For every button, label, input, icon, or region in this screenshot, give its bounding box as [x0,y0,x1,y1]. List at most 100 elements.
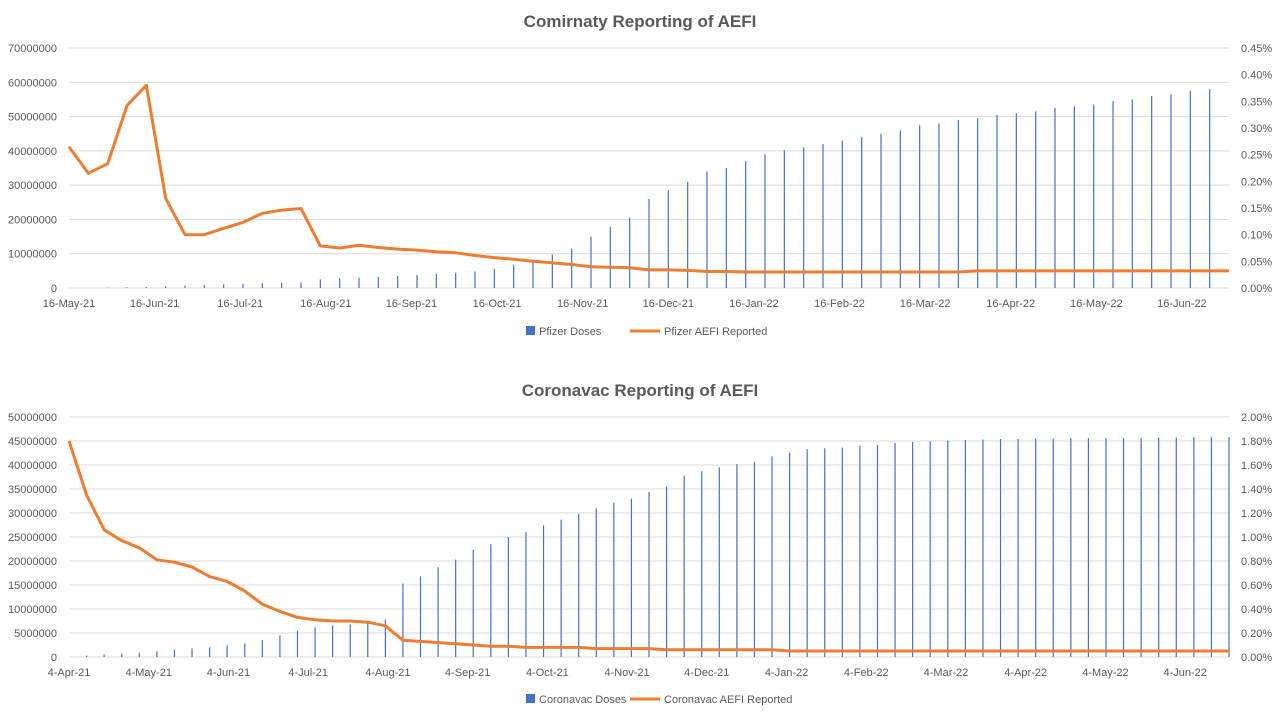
chart-1-dose-bar [474,272,475,288]
chart-2-y-tick-label: 20000000 [8,556,57,568]
chart-2-y2-tick-label: 0.00% [1241,652,1272,664]
chart-2-dose-bar [139,653,140,657]
chart-1-legend-bar-swatch [526,326,535,335]
chart-1-dose-bar [996,115,997,288]
chart-1-dose-bar [900,130,901,288]
chart-1-dose-bar [687,182,688,288]
chart-2-x-tick-label: 4-Jan-22 [765,667,808,679]
chart-2-x-tick-label: 4-Nov-21 [604,667,649,679]
chart-2-x-tick-label: 4-May-22 [1082,667,1128,679]
chart-2-y2-tick-label: 1.80% [1241,436,1272,448]
chart-2-y-tick-label: 40000000 [8,460,57,472]
chart-2-dose-bar [684,476,685,657]
chart-1-dose-bar [378,277,379,288]
chart-2-dose-bar [1070,438,1071,657]
chart-1-y-tick-label: 40000000 [8,146,57,158]
chart-1-x-tick-label: 16-Jan-22 [729,298,779,310]
chart-2-y2-tick-label: 1.00% [1241,532,1272,544]
chart-1-x-tick-label: 16-Feb-22 [814,298,865,310]
chart-2-dose-bar [473,550,474,657]
chart-1-y2-tick-label: 0.35% [1241,96,1272,108]
chart-1-dose-bar [300,283,301,288]
chart-1-dose-bar [165,286,166,288]
chart-1-legend-line-label: Pfizer AEFI Reported [664,326,767,338]
chart-2-dose-bar [490,544,491,657]
chart-2-dose-bar [1123,438,1124,657]
chart-2-dose-bar [596,508,597,657]
chart-1-title: Comirnaty Reporting of AEFI [524,12,757,31]
chart-1-dose-bar [184,286,185,288]
chart-2-dose-bar [736,464,737,657]
chart-2-dose-bar [525,532,526,657]
chart-1-dose-bar [1016,113,1017,288]
chart-2-x-tick-label: 4-Dec-21 [684,667,729,679]
chart-2-dose-bar [1035,439,1036,657]
chart-1-y2-tick-label: 0.05% [1241,256,1272,268]
chart-2-dose-bar [771,456,772,657]
chart-2-y-tick-label: 5000000 [14,628,57,640]
chart-2-x-tick-label: 4-Apr-22 [1004,667,1047,679]
chart-1-dose-bar [648,199,649,288]
chart-1-dose-bar [223,284,224,288]
chart-2-y-tick-label: 25000000 [8,532,57,544]
chart-1-x-tick-label: 16-Dec-21 [643,298,694,310]
chart-1-dose-bar [1035,111,1036,288]
chart-2-dose-bar [86,656,87,657]
chart-1-dose-bar [1093,105,1094,288]
chart-2-dose-bar [121,654,122,657]
chart-1-dose-bar [513,265,514,288]
chart-1-y2-tick-label: 0.40% [1241,70,1272,82]
chart-1-dose-bar [842,141,843,288]
chart-1-legend-bar-label: Pfizer Doses [539,326,602,338]
chart-2-plot: 5000000045000000400000003500000030000000… [8,412,1272,706]
chart-1-dose-bar [397,276,398,288]
chart-1-x-tick-label: 16-Jun-22 [1157,298,1207,310]
chart-2-dose-bar [842,448,843,657]
chart-1-dose-bar [1074,106,1075,288]
chart-2-dose-bar [561,520,562,657]
chart-1-dose-bar [532,261,533,288]
chart-2-dose-bar [508,537,509,657]
chart-2-dose-bar [613,502,614,657]
chart-1-dose-bar [590,237,591,288]
chart-1-y2-tick-label: 0.25% [1241,150,1272,162]
chart-2-y2-tick-label: 1.20% [1241,508,1272,520]
chart-2-dose-bar [314,627,315,657]
chart-2-dose-bar [1000,439,1001,657]
chart-2-dose-bar [174,650,175,657]
chart-2-y2-tick-label: 1.40% [1241,484,1272,496]
chart-2-x-tick-label: 4-Jul-21 [288,667,328,679]
chart-2-dose-bar [1228,437,1229,657]
chart-2-dose-bar [1193,437,1194,657]
chart-1-dose-bar [571,249,572,288]
chart-2-dose-bar [1141,438,1142,657]
chart-1-dose-bar [880,134,881,288]
chart-1-dose-bar [1054,108,1055,288]
chart-2-dose-bar [1176,438,1177,657]
chart-1-dose-bar [764,154,765,288]
chart-1-dose-bar [668,190,669,288]
chart-2-dose-bar [578,514,579,657]
chart-1-dose-bar [455,273,456,288]
chart-1-y2-tick-label: 0.10% [1241,230,1272,242]
chart-1-y-tick-label: 0 [51,283,57,295]
chart-2-title: Coronavac Reporting of AEFI [522,381,758,400]
chart-1-x-tick-label: 16-May-22 [1070,298,1123,310]
chart-2-y2-tick-label: 0.40% [1241,604,1272,616]
chart-1-y-tick-label: 70000000 [8,43,57,55]
chart-1-dose-bar [1190,91,1191,288]
chart-2-dose-bar [648,492,649,657]
chart-2-y-tick-label: 30000000 [8,508,57,520]
chart-1-dose-bar [745,161,746,288]
chart-1-dose-bar [1170,94,1171,288]
chart-2-dose-bar [912,442,913,657]
chart-2-dose-bar [191,648,192,657]
chart-1-plot: 7000000060000000500000004000000030000000… [8,43,1272,338]
chart-2-dose-bar [807,449,808,657]
chart-1-y2-tick-label: 0.45% [1241,43,1272,55]
chart-1-dose-bar [1151,96,1152,288]
chart-2-dose-bar [754,462,755,657]
chart-1-dose-bar [822,144,823,288]
chart-2-dose-bar [543,525,544,657]
